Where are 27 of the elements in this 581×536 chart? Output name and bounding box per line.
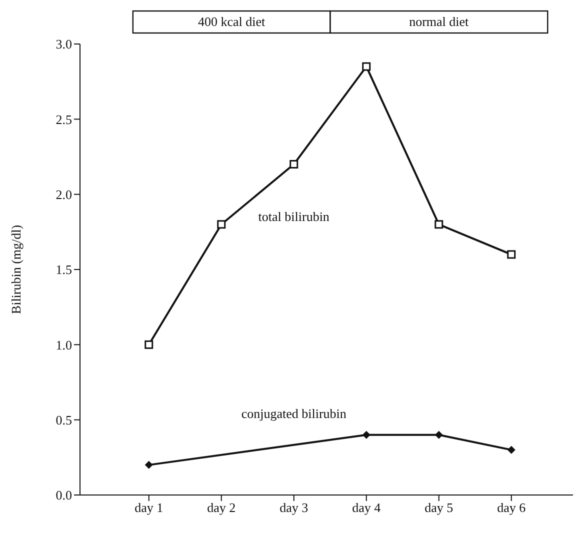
y-tick-label: 1.5 xyxy=(56,262,72,278)
point xyxy=(144,340,154,349)
point xyxy=(217,220,226,229)
point xyxy=(144,460,153,469)
x-tick-label: day 1 xyxy=(134,500,164,516)
y-tick-label: 0.5 xyxy=(56,412,72,428)
y-tick-label: 0.0 xyxy=(56,488,72,503)
y-tick-label: 1.0 xyxy=(56,337,72,352)
y-tick-label: 2.0 xyxy=(56,186,72,202)
y-tick-label: 3.0 xyxy=(56,36,72,52)
x-tick-label: day 5 xyxy=(424,500,454,516)
x-tick-label: day 6 xyxy=(497,500,526,516)
x-tick-label: day 3 xyxy=(280,500,308,516)
point xyxy=(507,446,516,454)
point xyxy=(434,430,443,439)
point xyxy=(290,160,298,169)
series-label: conjugated bilirubin xyxy=(241,406,347,422)
point xyxy=(362,430,370,439)
x-tick-label: day 4 xyxy=(352,500,382,516)
point xyxy=(434,220,444,229)
y-tick-label: 2.5 xyxy=(56,112,72,127)
point xyxy=(507,250,516,259)
diet-period-boxes: 400 kcal diet normal diet xyxy=(132,10,548,34)
point xyxy=(362,62,371,71)
y-axis-title: Bilirubin (mg/dl) xyxy=(8,224,24,314)
series-label: total bilirubin xyxy=(258,209,330,224)
x-tick-label: day 2 xyxy=(207,500,236,516)
